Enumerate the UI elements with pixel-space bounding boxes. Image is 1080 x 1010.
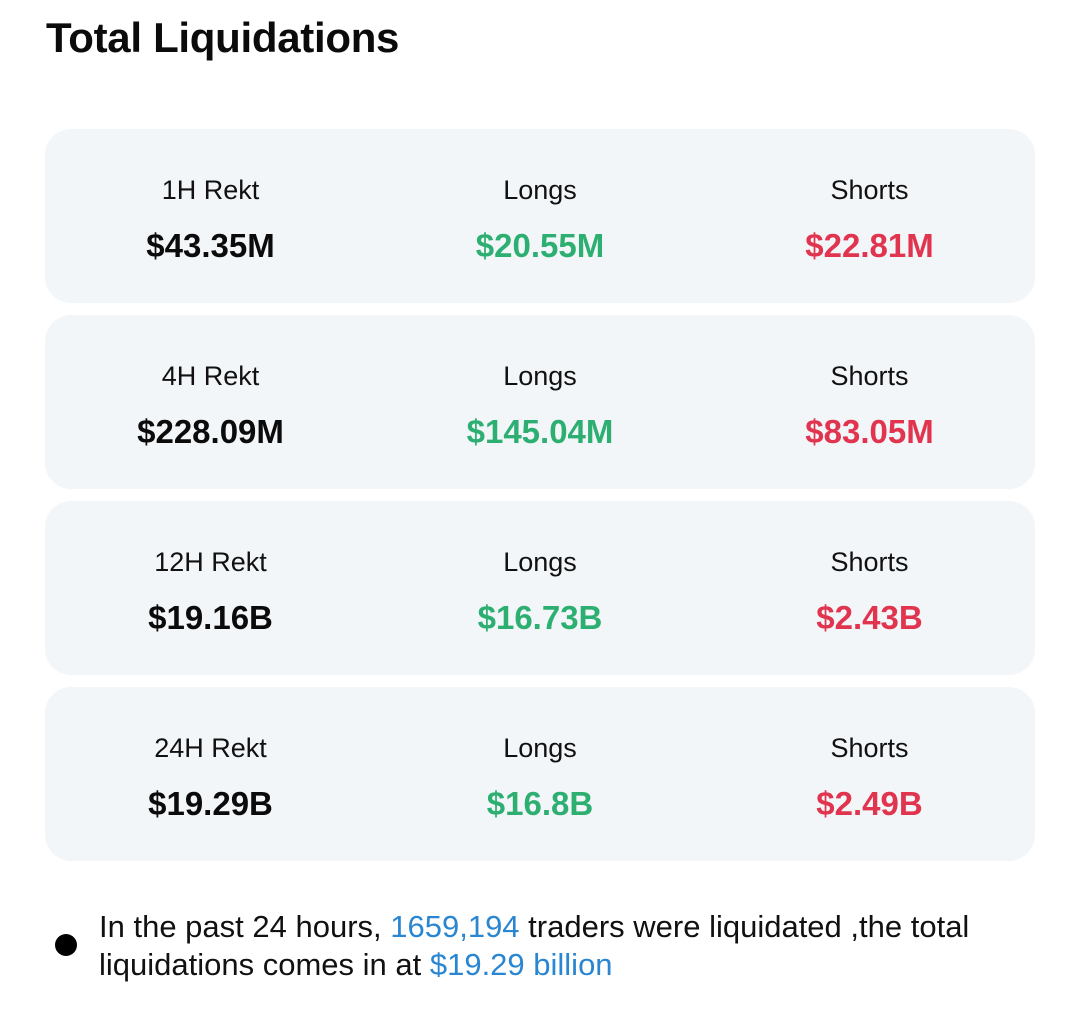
liquidation-cards: 1H Rekt $43.35M Longs $20.55M Shorts $22…	[45, 129, 1035, 873]
shorts-value: $2.49B	[816, 785, 923, 822]
summary-note: In the past 24 hours, 1659,194 traders w…	[55, 908, 1015, 984]
card-12h[interactable]: 12H Rekt $19.16B Longs $16.73B Shorts $2…	[45, 501, 1035, 675]
summary-part-1: In the past 24 hours,	[99, 909, 391, 944]
bullet-icon	[55, 934, 77, 956]
shorts-column: Shorts $2.49B	[704, 687, 1035, 861]
longs-value: $20.55M	[475, 227, 605, 264]
shorts-column: Shorts $22.81M	[704, 129, 1035, 303]
period-label: 4H Rekt	[161, 361, 260, 391]
shorts-label: Shorts	[830, 733, 909, 763]
total-column: 12H Rekt $19.16B	[45, 501, 376, 675]
total-value: $19.16B	[148, 599, 273, 636]
longs-label: Longs	[503, 733, 577, 763]
longs-column: Longs $20.55M	[376, 129, 704, 303]
longs-label: Longs	[503, 361, 577, 391]
longs-label: Longs	[503, 547, 577, 577]
card-4h[interactable]: 4H Rekt $228.09M Longs $145.04M Shorts $…	[45, 315, 1035, 489]
shorts-column: Shorts $2.43B	[704, 501, 1035, 675]
longs-value: $16.73B	[477, 599, 603, 636]
shorts-value: $83.05M	[805, 413, 934, 450]
period-label: 1H Rekt	[161, 175, 260, 205]
longs-column: Longs $16.8B	[376, 687, 704, 861]
traders-count: 1659,194	[390, 909, 520, 944]
total-value: $19.29B	[148, 785, 273, 822]
shorts-label: Shorts	[830, 175, 909, 205]
card-1h[interactable]: 1H Rekt $43.35M Longs $20.55M Shorts $22…	[45, 129, 1035, 303]
shorts-value: $2.43B	[816, 599, 923, 636]
longs-column: Longs $145.04M	[376, 315, 704, 489]
shorts-column: Shorts $83.05M	[704, 315, 1035, 489]
shorts-label: Shorts	[830, 547, 909, 577]
total-value: $43.35M	[146, 227, 275, 264]
total-value: $228.09M	[137, 413, 284, 450]
period-label: 24H Rekt	[154, 733, 267, 763]
period-label: 12H Rekt	[154, 547, 267, 577]
card-24h[interactable]: 24H Rekt $19.29B Longs $16.8B Shorts $2.…	[45, 687, 1035, 861]
shorts-value: $22.81M	[805, 227, 934, 264]
longs-value: $16.8B	[486, 785, 594, 822]
summary-part-2: traders were liquidated ,the total liqui…	[99, 909, 970, 982]
total-column: 24H Rekt $19.29B	[45, 687, 376, 861]
longs-column: Longs $16.73B	[376, 501, 704, 675]
shorts-label: Shorts	[830, 361, 909, 391]
total-amount: $19.29 billion	[429, 947, 613, 982]
summary-text: In the past 24 hours, 1659,194 traders w…	[99, 908, 1015, 984]
longs-label: Longs	[503, 175, 577, 205]
total-column: 4H Rekt $228.09M	[45, 315, 376, 489]
longs-value: $145.04M	[466, 413, 614, 450]
total-column: 1H Rekt $43.35M	[45, 129, 376, 303]
page-title: Total Liquidations	[46, 14, 400, 61]
